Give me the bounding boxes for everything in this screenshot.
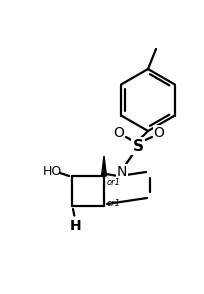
Text: O: O (154, 126, 164, 140)
Text: H: H (70, 219, 82, 233)
Text: or1: or1 (107, 178, 121, 186)
Text: N: N (117, 165, 127, 179)
Text: O: O (114, 126, 124, 140)
Text: S: S (133, 138, 143, 153)
Text: HO: HO (42, 165, 62, 178)
Polygon shape (102, 156, 106, 176)
Text: or1: or1 (107, 198, 121, 208)
